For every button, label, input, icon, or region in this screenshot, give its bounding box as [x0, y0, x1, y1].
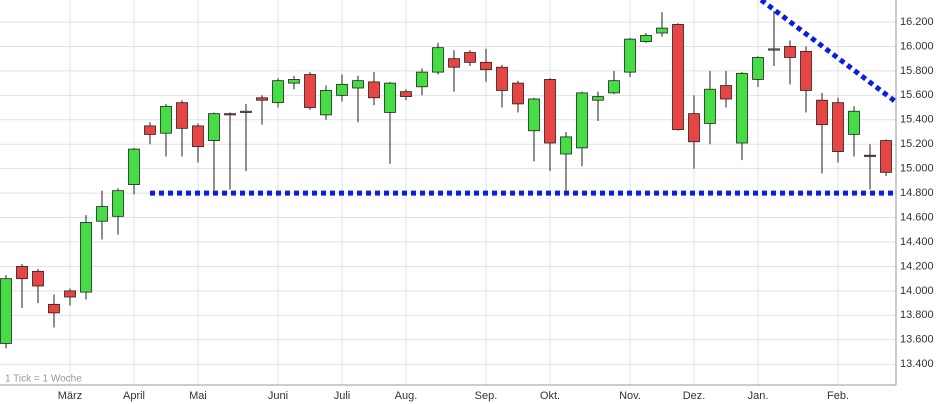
- candle-body: [384, 82, 396, 113]
- candle-body: [496, 66, 508, 91]
- candle-body: [48, 303, 60, 314]
- y-tick-label: 15.400: [900, 114, 934, 126]
- candle-body: [192, 125, 204, 148]
- x-tick-label: März: [58, 390, 82, 402]
- candle-body: [224, 113, 236, 116]
- candle-body: [240, 110, 252, 113]
- candle-body: [592, 96, 604, 101]
- y-tick-label: 15.200: [900, 138, 934, 150]
- trend-line: [759, 0, 896, 106]
- candle-body: [128, 148, 140, 185]
- candle-body: [208, 113, 220, 141]
- x-tick-label: Aug.: [395, 390, 418, 402]
- y-tick-label: 13.400: [900, 358, 934, 370]
- note: 1 Tick = 1 Woche: [5, 374, 82, 385]
- y-tick-label: 16.000: [900, 40, 934, 52]
- candle-body: [576, 92, 588, 149]
- candle-body: [752, 57, 764, 80]
- x-tick-label: Mai: [189, 390, 207, 402]
- candle-body: [784, 46, 796, 58]
- candle-body: [736, 72, 748, 144]
- candle-body: [368, 81, 380, 99]
- candle-body: [272, 80, 284, 104]
- candle-body: [704, 88, 716, 124]
- x-tick-label: Nov.: [619, 390, 641, 402]
- x-tick-label: Jan.: [748, 390, 769, 402]
- candle-body: [528, 98, 540, 132]
- candle-body: [256, 97, 268, 101]
- candle-body: [448, 58, 460, 68]
- y-tick-label: 14.000: [900, 285, 934, 297]
- candle-body: [640, 35, 652, 42]
- candle-body: [864, 154, 876, 157]
- y-tick-label: 15.000: [900, 163, 934, 175]
- candle-body: [816, 99, 828, 126]
- x-tick-label: Sep.: [475, 390, 498, 402]
- candle-body: [336, 83, 348, 96]
- x-tick-label: Juni: [268, 390, 288, 402]
- candle-body: [64, 290, 76, 298]
- candle-body: [624, 38, 636, 73]
- candle-body: [720, 85, 732, 100]
- candle-body: [544, 79, 556, 144]
- candle-body: [176, 102, 188, 129]
- candle-body: [416, 71, 428, 88]
- candle-body: [832, 102, 844, 152]
- candle-body: [400, 91, 412, 97]
- candle-body: [656, 27, 668, 34]
- candle-body: [96, 206, 108, 222]
- y-tick-label: 14.600: [900, 211, 934, 223]
- candle-body: [512, 82, 524, 105]
- candle-body: [288, 79, 300, 84]
- candle-body: [560, 136, 572, 155]
- candle-body: [608, 80, 620, 94]
- candle-body: [432, 47, 444, 73]
- y-tick-label: 15.600: [900, 89, 934, 101]
- x-tick-label: Juli: [334, 390, 351, 402]
- x-tick-label: Okt.: [540, 390, 560, 402]
- candle-body: [672, 24, 684, 130]
- plot-area: [0, 0, 896, 349]
- y-tick-label: 13.800: [900, 309, 934, 321]
- candle-body: [144, 125, 156, 135]
- candle-body: [16, 266, 28, 280]
- candle-body: [464, 52, 476, 63]
- y-tick-label: 14.400: [900, 236, 934, 248]
- y-tick-label: 14.200: [900, 260, 934, 272]
- candle-body: [880, 140, 892, 173]
- candle-body: [160, 105, 172, 134]
- candle-body: [32, 270, 44, 287]
- candle-body: [800, 50, 812, 91]
- y-tick-label: 16.200: [900, 16, 934, 28]
- candle-body: [0, 278, 12, 344]
- y-tick-label: 14.800: [900, 187, 934, 199]
- candle-body: [352, 80, 364, 89]
- x-tick-label: Feb.: [827, 390, 849, 402]
- candle-body: [304, 74, 316, 108]
- candle-body: [848, 110, 860, 135]
- candle-body: [768, 48, 780, 51]
- x-tick-label: April: [123, 390, 145, 402]
- candle-body: [688, 113, 700, 143]
- y-tick-label: 13.600: [900, 334, 934, 346]
- y-tick-label: 15.800: [900, 65, 934, 77]
- x-tick-label: Dez.: [683, 390, 706, 402]
- candle-body: [480, 61, 492, 71]
- candle-body: [80, 222, 92, 293]
- candle-body: [112, 190, 124, 217]
- candle-body: [320, 90, 332, 116]
